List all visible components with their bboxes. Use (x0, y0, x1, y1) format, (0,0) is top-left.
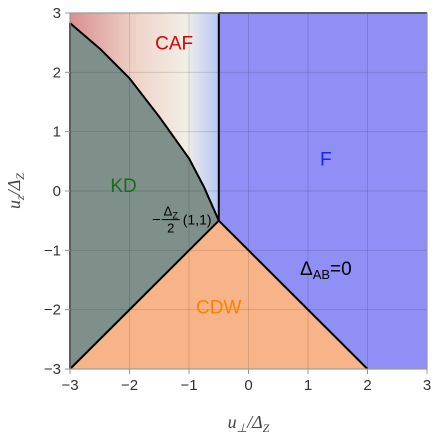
x-tick-label: −1 (180, 377, 197, 394)
x-tick-label: 1 (304, 377, 312, 394)
annotation-numerator: ΔZ (164, 204, 179, 221)
region-caf (70, 13, 219, 221)
x-tick-label: −3 (61, 377, 78, 394)
region-label-kd: KD (110, 176, 136, 197)
annotation-delta-ab: ΔAB=0 (300, 259, 352, 282)
annotation-triple-point: −ΔZ2 (1,1) (152, 204, 212, 236)
y-tick-label: −1 (44, 242, 61, 259)
region-label-cdw: CDW (196, 298, 241, 319)
x-tick-label: 2 (363, 377, 371, 394)
annotation-coords: (1,1) (183, 212, 212, 228)
x-tick-label: 0 (244, 377, 252, 394)
x-axis-title: u⊥/ΔZ (228, 412, 270, 435)
x-tick-label: −2 (121, 377, 138, 394)
y-tick-label: 1 (53, 124, 61, 141)
region-label-f: F (320, 149, 332, 170)
y-tick-label: 3 (53, 5, 61, 22)
boundary-kd-cdw (69, 219, 220, 370)
y-tick-label: 2 (53, 64, 61, 81)
y-tick-label: 0 (53, 183, 61, 200)
y-tick-label: −3 (44, 361, 61, 378)
region-label-caf: CAF (155, 34, 193, 55)
region-f (218, 13, 427, 369)
boundary-kd-caf (69, 22, 220, 222)
annotation-minus: − (152, 212, 161, 229)
annotation-denominator: 2 (167, 221, 174, 236)
x-tick-label: 3 (423, 377, 431, 394)
region-cdw (70, 220, 368, 369)
region-kd (70, 23, 219, 369)
y-axis-title: uz/ΔZ (4, 173, 27, 209)
y-tick-label: −2 (44, 302, 61, 319)
boundary-cdw-f (218, 219, 369, 370)
